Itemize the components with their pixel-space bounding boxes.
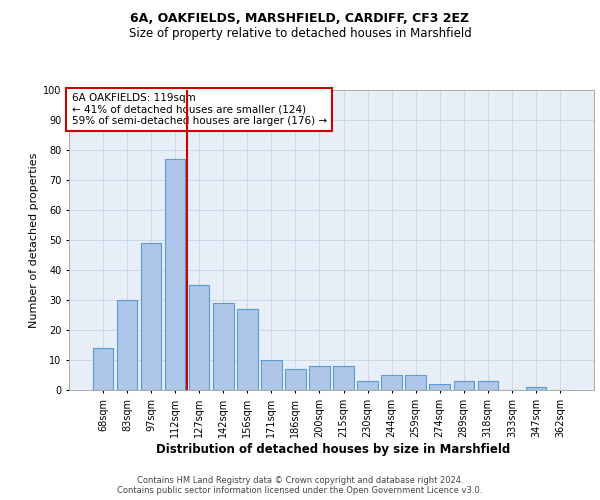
Text: Size of property relative to detached houses in Marshfield: Size of property relative to detached ho… — [128, 28, 472, 40]
Bar — [261, 360, 281, 390]
Text: Contains HM Land Registry data © Crown copyright and database right 2024.
Contai: Contains HM Land Registry data © Crown c… — [118, 476, 482, 495]
Text: Distribution of detached houses by size in Marshfield: Distribution of detached houses by size … — [156, 442, 510, 456]
Bar — [189, 285, 209, 390]
Bar — [213, 303, 233, 390]
Bar — [358, 381, 378, 390]
Text: 6A OAKFIELDS: 119sqm
← 41% of detached houses are smaller (124)
59% of semi-deta: 6A OAKFIELDS: 119sqm ← 41% of detached h… — [71, 93, 327, 126]
Bar — [285, 369, 305, 390]
Bar — [406, 375, 426, 390]
Bar — [382, 375, 402, 390]
Bar — [526, 387, 546, 390]
Bar — [454, 381, 474, 390]
Bar — [141, 243, 161, 390]
Bar — [309, 366, 329, 390]
Bar — [117, 300, 137, 390]
Y-axis label: Number of detached properties: Number of detached properties — [29, 152, 39, 328]
Bar — [237, 309, 257, 390]
Bar — [93, 348, 113, 390]
Bar — [165, 159, 185, 390]
Text: 6A, OAKFIELDS, MARSHFIELD, CARDIFF, CF3 2EZ: 6A, OAKFIELDS, MARSHFIELD, CARDIFF, CF3 … — [130, 12, 470, 26]
Bar — [478, 381, 498, 390]
Bar — [334, 366, 354, 390]
Bar — [430, 384, 450, 390]
